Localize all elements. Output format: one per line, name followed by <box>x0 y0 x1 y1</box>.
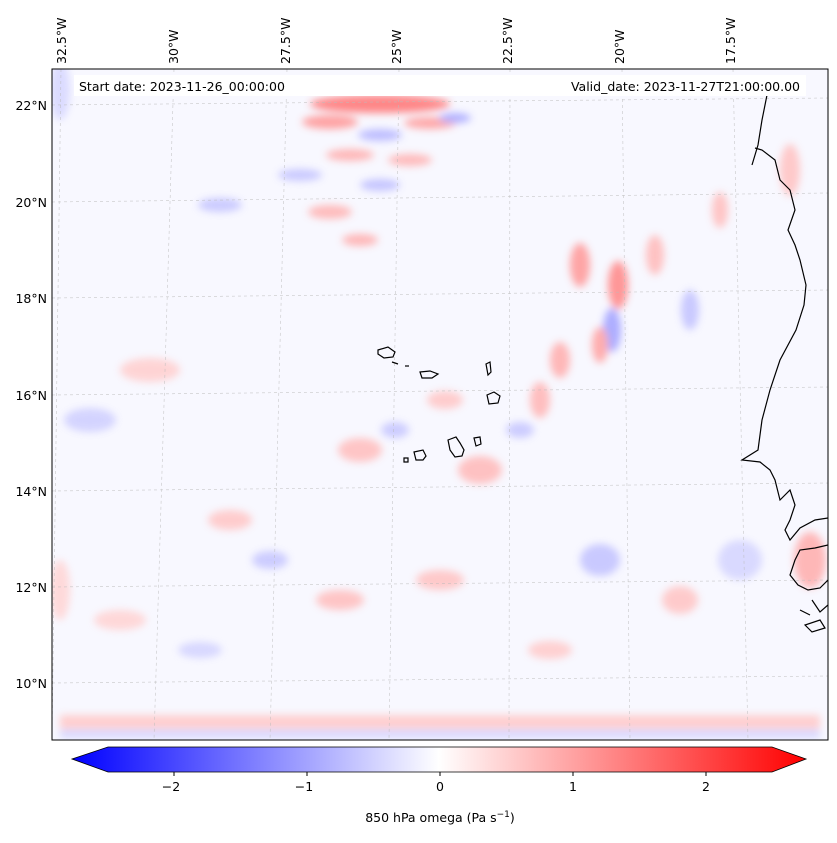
lat-label: 14°N <box>15 484 47 499</box>
map-gridlines <box>52 69 828 740</box>
colorbar-label-suffix: ) <box>510 810 515 825</box>
lat-label: 20°N <box>15 195 47 210</box>
date-banner <box>74 75 806 96</box>
lon-label: 22.5°W <box>500 18 515 64</box>
map-panel: Start date: 2023-11-26_00:00:00 Valid_da… <box>51 68 829 741</box>
lon-label: 27.5°W <box>278 18 293 64</box>
colorbar-body <box>70 746 808 773</box>
lat-label: 16°N <box>15 388 47 403</box>
lon-label: 32.5°W <box>54 18 69 64</box>
lat-label: 12°N <box>15 580 47 595</box>
lat-label: 22°N <box>15 98 47 113</box>
lon-label: 25°W <box>389 29 404 64</box>
colorbar-label-main: 850 hPa omega (Pa s <box>365 810 496 825</box>
colorbar-tick-label: −1 <box>295 779 313 794</box>
colorbar-tick-label: 0 <box>436 779 444 794</box>
colorbar-tick-label: −2 <box>162 779 180 794</box>
lat-label: 18°N <box>15 291 47 306</box>
colorbar-tick-label: 2 <box>702 779 710 794</box>
start-date-label: Start date: 2023-11-26_00:00:00 <box>79 79 285 94</box>
valid-date-label: Valid_date: 2023-11-27T21:00:00.00 <box>571 79 800 94</box>
map-frame <box>51 68 829 741</box>
lon-label: 17.5°W <box>723 18 738 64</box>
lon-label: 20°W <box>612 29 627 64</box>
colorbar: −2 −1 0 1 2 850 hPa omega (Pa s−1) <box>70 746 808 825</box>
latitude-labels: 22°N 20°N 18°N 16°N 14°N 12°N 10°N <box>15 98 47 691</box>
lat-label: 10°N <box>15 676 47 691</box>
lon-label: 30°W <box>166 29 181 64</box>
colorbar-ticks <box>173 772 707 776</box>
colorbar-label-exponent: −1 <box>497 810 510 820</box>
colorbar-tick-label: 1 <box>569 779 577 794</box>
colorbar-label: 850 hPa omega (Pa s−1) <box>365 810 515 825</box>
coastlines <box>377 79 828 633</box>
longitude-labels: 32.5°W 30°W 27.5°W 25°W 22.5°W 20°W 17.5… <box>54 18 738 64</box>
omega-field <box>52 69 828 740</box>
